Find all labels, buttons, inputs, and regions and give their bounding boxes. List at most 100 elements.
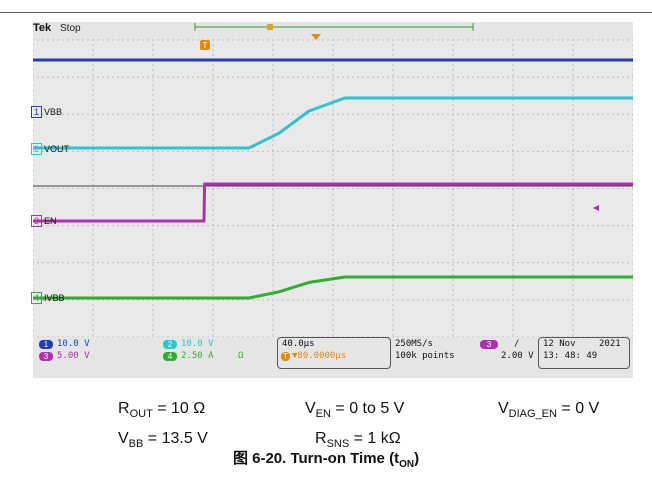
grid-dot bbox=[57, 336, 59, 337]
grid-dot bbox=[367, 39, 369, 41]
grid-dot bbox=[212, 309, 214, 311]
grid-dot bbox=[572, 139, 574, 141]
grid-dot bbox=[412, 225, 414, 227]
grid-dot bbox=[332, 76, 334, 78]
grid-dot bbox=[92, 99, 94, 101]
grid-dot bbox=[512, 159, 514, 161]
grid-dot bbox=[357, 262, 359, 264]
grid-dot bbox=[33, 179, 34, 181]
grid-dot bbox=[33, 184, 34, 186]
grid-dot bbox=[392, 179, 394, 181]
grid-dot bbox=[462, 262, 464, 264]
grid-dot bbox=[452, 49, 454, 51]
grid-dot bbox=[272, 274, 274, 276]
grid-dot bbox=[632, 159, 633, 161]
grid-dot bbox=[512, 174, 514, 176]
grid-dot bbox=[47, 262, 49, 264]
grid-dot bbox=[33, 119, 34, 121]
grid-dot bbox=[237, 225, 239, 227]
grid-dot bbox=[522, 113, 524, 115]
grid-dot bbox=[377, 39, 379, 41]
grid-dot bbox=[252, 150, 254, 152]
grid-dot bbox=[622, 113, 624, 115]
grid-dot bbox=[437, 299, 439, 301]
grid-dot bbox=[372, 187, 374, 190]
grid-dot bbox=[212, 74, 214, 76]
grid-dot bbox=[157, 187, 159, 190]
grid-dot bbox=[332, 74, 334, 76]
grid-dot bbox=[272, 239, 274, 241]
grid-dot bbox=[92, 159, 94, 161]
grid-dot bbox=[117, 76, 119, 78]
grid-dot bbox=[442, 113, 444, 115]
grid-dot bbox=[57, 262, 59, 264]
grid-dot bbox=[152, 314, 154, 316]
grid-dot bbox=[33, 259, 34, 261]
grid-dot bbox=[342, 187, 344, 190]
grid-dot bbox=[392, 334, 394, 336]
grid-dot bbox=[302, 262, 304, 264]
grid-dot bbox=[122, 336, 124, 337]
grid-dot bbox=[92, 69, 94, 71]
grid-dot bbox=[332, 299, 334, 301]
grid-dot bbox=[332, 113, 334, 115]
grid-dot bbox=[82, 150, 84, 152]
grid-dot bbox=[632, 119, 633, 121]
grid-dot bbox=[187, 76, 189, 78]
grid-dot bbox=[552, 113, 554, 115]
grid-dot bbox=[577, 150, 579, 152]
grid-dot bbox=[292, 76, 294, 78]
grid-dot bbox=[337, 76, 339, 78]
grid-dot bbox=[617, 39, 619, 41]
grid-dot bbox=[572, 39, 574, 41]
grid-dot bbox=[152, 74, 154, 76]
grid-dot bbox=[212, 94, 214, 96]
grid-dot bbox=[92, 336, 94, 337]
grid-dot bbox=[322, 262, 324, 264]
ch3-scale: 5.00 V bbox=[57, 351, 90, 361]
grid-dot bbox=[262, 225, 264, 227]
grid-dot bbox=[332, 225, 334, 227]
grid-dot bbox=[462, 299, 464, 301]
grid-dot bbox=[47, 76, 49, 78]
grid-dot bbox=[302, 336, 304, 337]
grid-dot bbox=[472, 39, 474, 41]
grid-dot bbox=[127, 39, 129, 41]
grid-dot bbox=[212, 189, 214, 191]
grid-dot bbox=[452, 69, 454, 71]
grid-dot bbox=[462, 113, 464, 115]
timebase-box bbox=[277, 337, 391, 369]
grid-dot bbox=[332, 324, 334, 326]
grid-dot bbox=[582, 299, 584, 301]
grid-dot bbox=[512, 264, 514, 266]
grid-dot bbox=[67, 150, 69, 152]
grid-dot bbox=[127, 113, 129, 115]
grid-dot bbox=[152, 79, 154, 81]
grid-dot bbox=[477, 299, 479, 301]
grid-dot bbox=[257, 336, 259, 337]
grid-dot bbox=[362, 76, 364, 78]
grid-dot bbox=[212, 179, 214, 181]
grid-dot bbox=[602, 113, 604, 115]
grid-dot bbox=[152, 144, 154, 146]
grid-dot bbox=[97, 262, 99, 264]
grid-dot bbox=[397, 225, 399, 227]
grid-dot bbox=[392, 54, 394, 56]
grid-dot bbox=[522, 336, 524, 337]
grid-dot bbox=[452, 304, 454, 306]
grid-dot bbox=[392, 229, 394, 231]
grid-dot bbox=[367, 150, 369, 152]
grid-dot bbox=[377, 187, 379, 190]
grid-dot bbox=[87, 113, 89, 115]
grid-dot bbox=[512, 104, 514, 106]
ch3-badge: 3 bbox=[39, 352, 53, 361]
grid-dot bbox=[462, 76, 464, 78]
grid-dot bbox=[232, 76, 234, 78]
grid-dot bbox=[632, 329, 633, 331]
grid-dot bbox=[272, 39, 274, 41]
grid-dot bbox=[187, 225, 189, 227]
ch3-marker: 3 EN bbox=[31, 215, 57, 227]
grid-dot bbox=[272, 314, 274, 316]
grid-dot bbox=[272, 309, 274, 311]
grid-dot bbox=[537, 113, 539, 115]
